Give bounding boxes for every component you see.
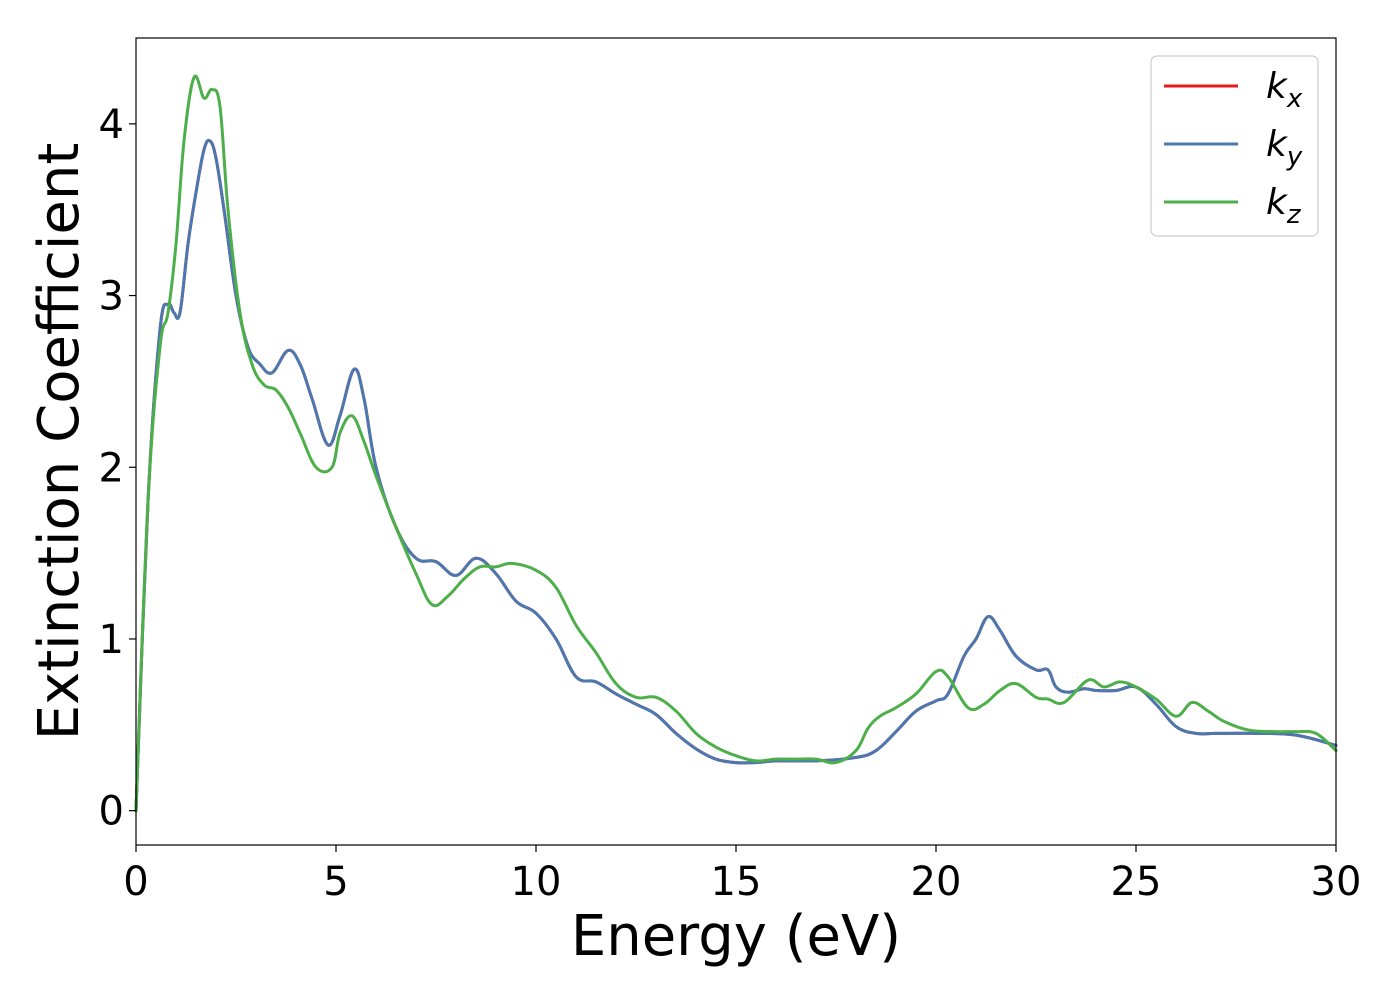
y-axis-title: Extinction Coefficient bbox=[27, 143, 92, 741]
x-tick-label: 15 bbox=[711, 859, 762, 905]
legend-label-subscript: z bbox=[1286, 200, 1302, 230]
legend-label-subscript: y bbox=[1286, 142, 1303, 172]
y-tick-label: 0 bbox=[99, 789, 124, 835]
x-axis-title: Energy (eV) bbox=[571, 904, 901, 969]
x-axis: 0 5 10 15 20 25 30 bbox=[123, 845, 1361, 905]
y-tick-label: 4 bbox=[99, 102, 124, 148]
y-tick-label: 2 bbox=[99, 445, 124, 491]
x-tick-label: 30 bbox=[1311, 859, 1362, 905]
x-tick-label: 20 bbox=[911, 859, 962, 905]
legend-label-base: k bbox=[1266, 124, 1289, 165]
y-axis: 0 1 2 3 4 bbox=[99, 102, 136, 835]
series-layer bbox=[134, 74, 1338, 813]
legend-label-base: k bbox=[1266, 66, 1289, 107]
legend-label-base: k bbox=[1266, 182, 1289, 223]
legend-label-x: kx bbox=[1266, 66, 1303, 114]
series-line-y bbox=[134, 138, 1338, 813]
y-tick-label: 3 bbox=[99, 274, 124, 320]
x-tick-label: 5 bbox=[323, 859, 348, 905]
series-line-z bbox=[134, 74, 1338, 813]
y-tick-label: 1 bbox=[99, 617, 124, 663]
legend-box bbox=[1150, 55, 1319, 237]
legend-label-subscript: x bbox=[1286, 84, 1303, 114]
x-tick-label: 25 bbox=[1111, 859, 1162, 905]
legend-label-z: kz bbox=[1266, 182, 1302, 230]
x-tick-label: 0 bbox=[123, 859, 148, 905]
legend-label-y: ky bbox=[1266, 124, 1303, 172]
x-tick-label: 10 bbox=[511, 859, 562, 905]
